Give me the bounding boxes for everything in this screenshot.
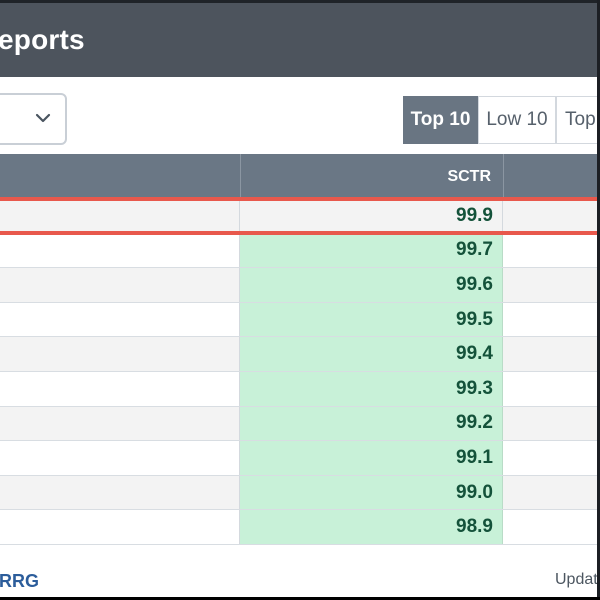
symbol-cell bbox=[0, 510, 240, 544]
range-tabs: Top 10 Low 10 Top U bbox=[403, 96, 597, 144]
table-row[interactable]: 99.7 bbox=[0, 233, 597, 269]
tab-top-10[interactable]: Top 10 bbox=[403, 96, 478, 144]
panel-title: eports bbox=[0, 24, 85, 55]
rrg-link[interactable]: RRG bbox=[0, 571, 39, 591]
panel-footer: RRG Update bbox=[0, 547, 598, 597]
symbol-cell bbox=[0, 475, 240, 510]
extra-cell bbox=[503, 476, 597, 510]
table-row[interactable]: 99.0 bbox=[0, 475, 597, 511]
chevron-down-icon bbox=[35, 113, 51, 123]
table-row[interactable]: 98.9 bbox=[0, 510, 597, 545]
toolbar: Top 10 Low 10 Top U bbox=[0, 77, 597, 154]
sctr-cell: 99.9 bbox=[240, 199, 503, 233]
sctr-cell: 99.7 bbox=[240, 233, 503, 268]
symbol-cell bbox=[0, 372, 240, 406]
updated-text: Update bbox=[555, 571, 598, 588]
sctr-cell: 99.3 bbox=[240, 372, 503, 406]
symbol-cell bbox=[0, 441, 240, 475]
table-row[interactable]: 99.6 bbox=[0, 268, 597, 303]
extra-cell bbox=[503, 303, 597, 337]
sctr-cell: 99.2 bbox=[240, 406, 503, 441]
row-highlight-outline bbox=[0, 197, 597, 235]
tab-top-up[interactable]: Top U bbox=[556, 96, 597, 144]
extra-cell bbox=[503, 407, 597, 441]
symbol-cell bbox=[0, 302, 240, 337]
extra-cell bbox=[503, 234, 597, 268]
table-row[interactable]: 99.4 bbox=[0, 337, 597, 372]
tab-low-10[interactable]: Low 10 bbox=[478, 96, 556, 144]
column-header-sctr[interactable]: SCTR bbox=[447, 167, 491, 185]
panel-header: eports bbox=[0, 0, 597, 77]
extra-cell bbox=[503, 441, 597, 475]
symbol-cell bbox=[0, 406, 240, 441]
extra-cell bbox=[503, 268, 597, 302]
extra-cell bbox=[503, 510, 597, 544]
sctr-cell: 99.0 bbox=[240, 475, 503, 510]
symbol-cell bbox=[0, 233, 240, 268]
table-row[interactable]: 99.3 bbox=[0, 372, 597, 407]
column-divider bbox=[503, 154, 504, 199]
column-divider bbox=[240, 154, 241, 199]
sctr-cell: 99.6 bbox=[240, 268, 503, 302]
sctr-cell: 99.1 bbox=[240, 441, 503, 475]
sctr-cell: 99.5 bbox=[240, 302, 503, 337]
symbol-cell bbox=[0, 199, 240, 233]
symbol-cell bbox=[0, 268, 240, 302]
symbol-cell bbox=[0, 337, 240, 371]
table-row[interactable]: 99.1 bbox=[0, 441, 597, 476]
sctr-cell: 99.4 bbox=[240, 337, 503, 371]
table-row[interactable]: 99.5 bbox=[0, 302, 597, 338]
group-select[interactable] bbox=[0, 93, 67, 145]
table-row[interactable]: 99.2 bbox=[0, 406, 597, 442]
table-header: SCTR bbox=[0, 154, 597, 199]
extra-cell bbox=[503, 337, 597, 371]
sctr-cell: 98.9 bbox=[240, 510, 503, 544]
extra-cell bbox=[503, 372, 597, 406]
